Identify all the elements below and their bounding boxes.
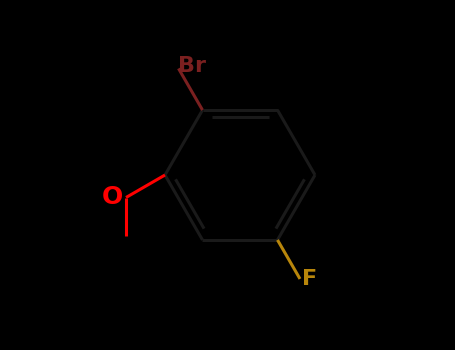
Text: Br: Br bbox=[178, 56, 207, 77]
Text: F: F bbox=[302, 269, 317, 289]
Text: O: O bbox=[102, 186, 123, 210]
